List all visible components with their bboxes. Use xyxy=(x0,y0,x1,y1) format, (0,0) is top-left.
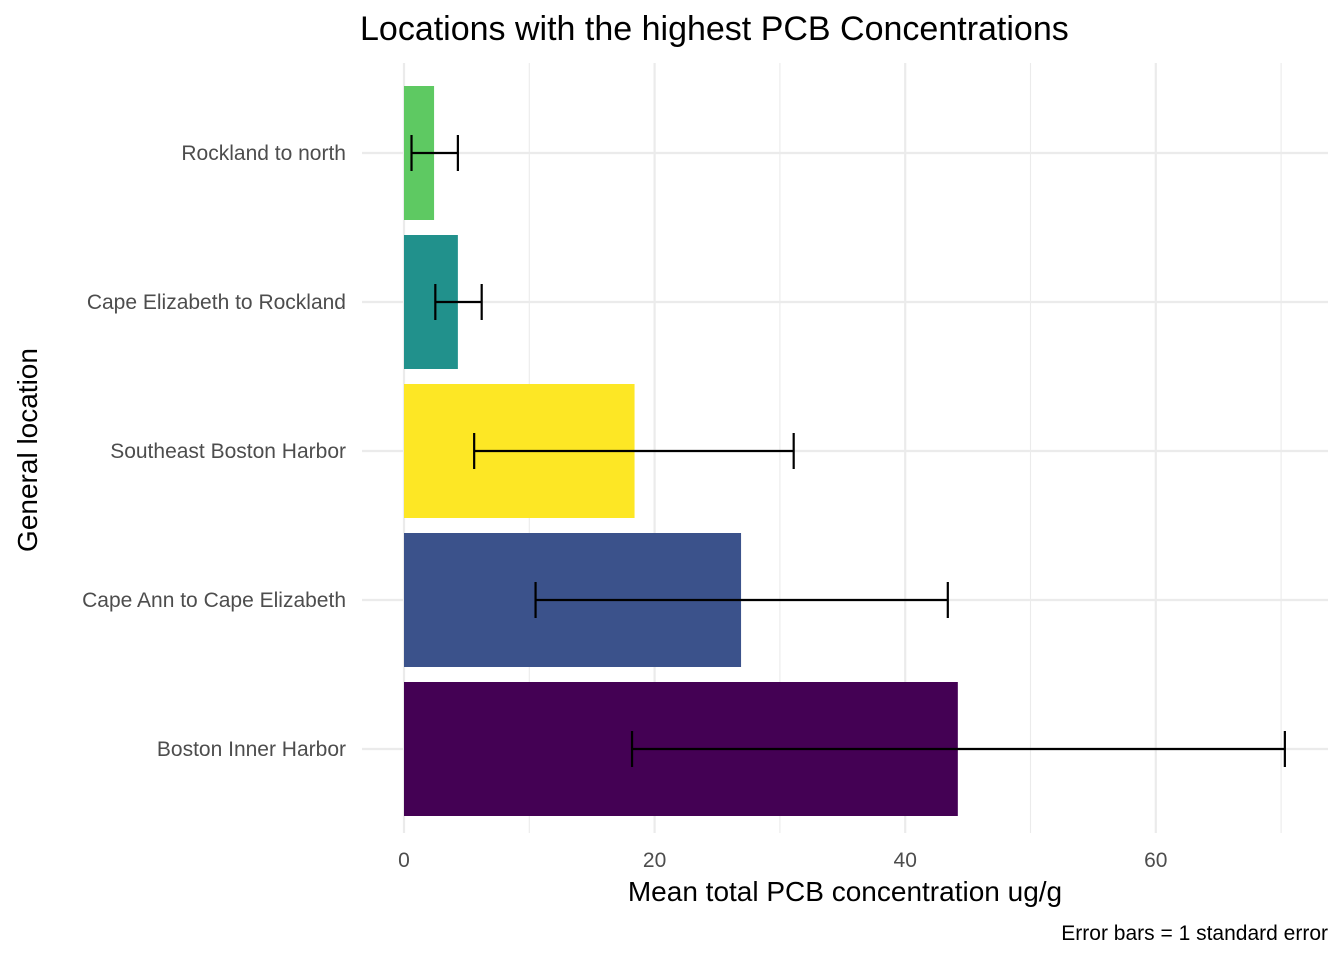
chart-title: Locations with the highest PCB Concentra… xyxy=(360,10,1069,48)
error-bars xyxy=(410,135,1286,767)
x-tick-label: 0 xyxy=(398,849,410,872)
y-axis-title: General location xyxy=(12,348,43,552)
chart-caption: Error bars = 1 standard error xyxy=(1061,922,1328,945)
y-tick-labels: Rockland to north Cape Elizabeth to Rockl… xyxy=(82,142,346,761)
y-tick-label: Southeast Boston Harbor xyxy=(110,440,346,463)
y-tick-label: Boston Inner Harbor xyxy=(157,738,346,761)
x-tick-labels: 0 20 40 60 xyxy=(398,849,1167,872)
y-tick-label: Rockland to north xyxy=(181,142,346,165)
x-tick-label: 40 xyxy=(894,849,917,872)
x-tick-label: 20 xyxy=(643,849,666,872)
x-axis-title: Mean total PCB concentration ug/g xyxy=(628,876,1062,907)
y-tick-label: Cape Elizabeth to Rockland xyxy=(87,291,346,314)
y-tick-label: Cape Ann to Cape Elizabeth xyxy=(82,589,346,612)
x-tick-label: 60 xyxy=(1144,849,1167,872)
